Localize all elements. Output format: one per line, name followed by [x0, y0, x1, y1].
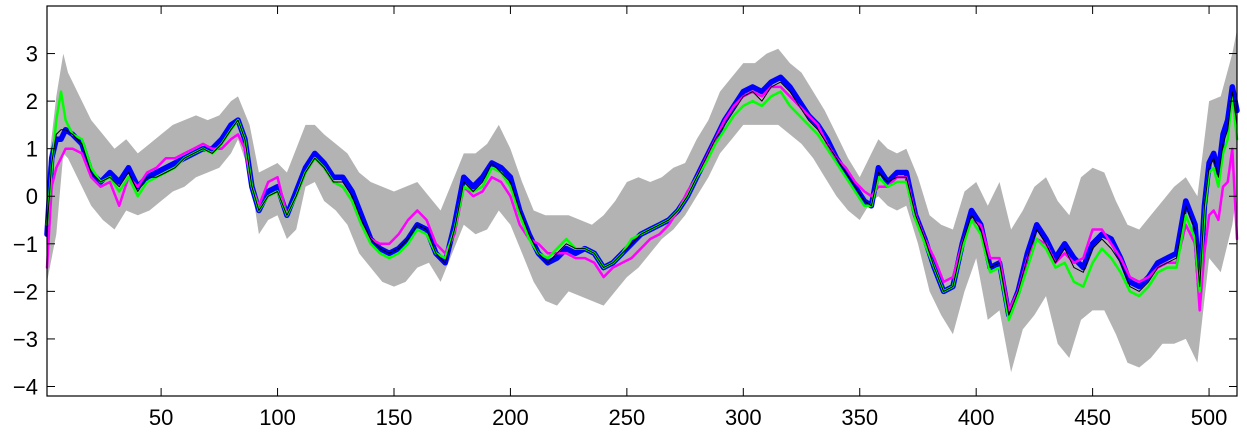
x-tick-label: 500: [1191, 405, 1228, 430]
x-tick-label: 100: [259, 405, 296, 430]
y-axis: −4 −3 −2 −1 0 1 2 3: [13, 42, 1237, 399]
series-layer: [44, 74, 1240, 322]
series-line-magenta: [45, 85, 1239, 312]
y-tick-label: 0: [26, 184, 38, 209]
y-tick-label: 1: [26, 137, 38, 162]
y-tick-label: 3: [26, 42, 38, 67]
series-line-black: [46, 81, 1238, 316]
y-tick-label: −2: [13, 279, 38, 304]
confidence-band: [47, 29, 1237, 373]
confidence-band-layer: [47, 29, 1237, 373]
y-tick-label: 2: [26, 89, 38, 114]
x-tick-label: 350: [841, 405, 878, 430]
x-axis: 50 100 150 200 250 300 350 400 450 500: [149, 6, 1228, 430]
x-tick-label: 200: [492, 405, 529, 430]
x-tick-label: 150: [376, 405, 413, 430]
plot-frame: [46, 5, 1238, 397]
y-tick-label: −4: [13, 374, 38, 399]
y-tick-label: −1: [13, 232, 38, 257]
y-tick-label: −3: [13, 327, 38, 352]
x-tick-label: 50: [149, 405, 173, 430]
x-tick-label: 400: [958, 405, 995, 430]
x-tick-label: 300: [725, 405, 762, 430]
x-tick-label: 250: [609, 405, 646, 430]
x-tick-label: 450: [1074, 405, 1111, 430]
